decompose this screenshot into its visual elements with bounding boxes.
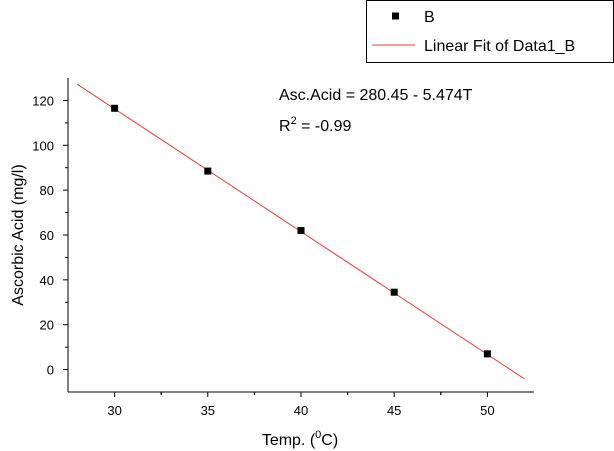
y-axis-label: Ascorbic Acid (mg/l) [10,164,27,305]
y-tick-label: 120 [32,93,54,108]
y-tick-label: 40 [40,273,54,288]
y-tick-label: 60 [40,228,54,243]
legend-label: B [424,9,435,26]
annotation-text: R [279,118,291,135]
data-point [390,288,398,296]
annotation-sup: 2 [291,115,297,127]
annotation: Asc.Acid = 280.45 - 5.474T [279,87,473,104]
data-point [111,104,119,112]
x-label-after: C) [321,432,338,449]
y-tick-label: 0 [47,363,54,378]
legend-marker [392,12,399,20]
x-tick-label: 30 [107,403,121,418]
annotation: R2 = -0.99 [279,115,351,135]
x-axis-label: Temp. (0C) [262,429,338,449]
legend-label: Linear Fit of Data1_B [424,38,575,55]
data-point [297,227,305,235]
x-label-text: Temp. ( [262,432,316,449]
annotation-after: = -0.99 [297,118,352,135]
x-tick-label: 50 [480,403,494,418]
x-label-sup: 0 [315,429,321,441]
data-point [204,167,212,175]
y-tick-label: 100 [32,138,54,153]
x-tick-label: 35 [201,403,215,418]
legend-box [366,0,614,63]
x-tick-label: 40 [294,403,308,418]
y-tick-label: 20 [40,318,54,333]
data-point [483,350,491,358]
y-tick-label: 80 [40,183,54,198]
x-tick-label: 45 [387,403,401,418]
